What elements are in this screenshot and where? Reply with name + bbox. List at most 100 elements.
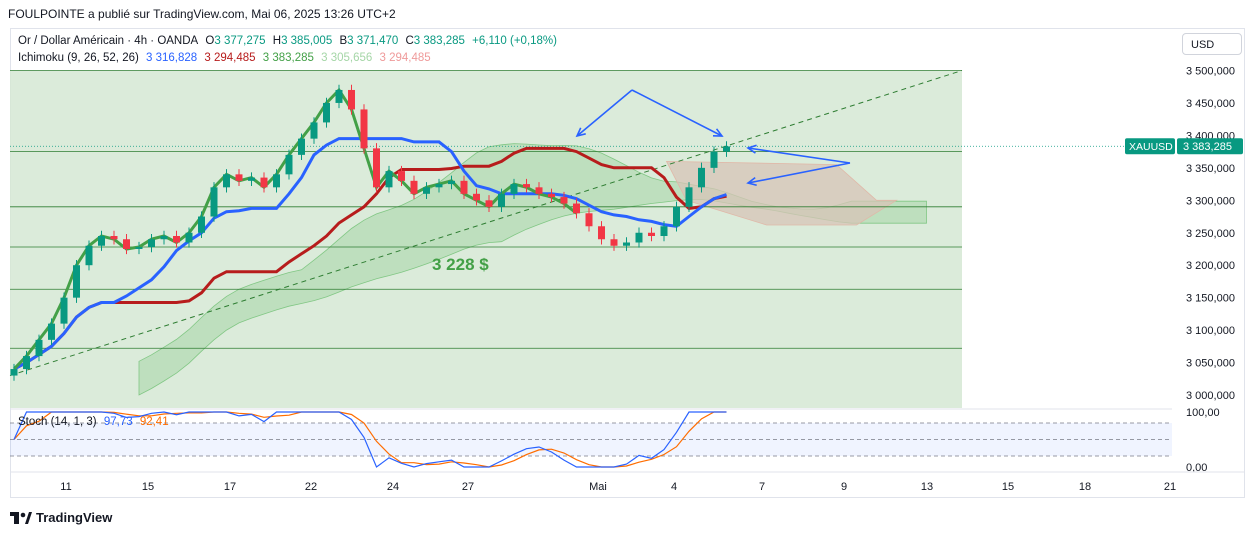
annotation-arrows [575, 89, 851, 187]
tv-logo-icon [10, 511, 32, 524]
symbol-tag [1125, 138, 1175, 155]
arrow-left-down [576, 89, 633, 137]
close-label: C [405, 35, 414, 47]
candle-body [360, 109, 368, 149]
candle-body [623, 242, 630, 246]
price-tick-label: 3 200,000 [1186, 260, 1235, 272]
time-tick-label: 24 [387, 481, 399, 493]
time-tick-label: 9 [841, 481, 847, 493]
candle-body [148, 239, 155, 248]
candle-body [548, 193, 555, 198]
candle-body [160, 236, 168, 240]
candle-body [385, 171, 393, 188]
stoch-d-value: 92,41 [139, 416, 169, 428]
candle-body [48, 323, 55, 340]
candle-body [410, 180, 418, 194]
chikou-value: 3 383,285 [262, 52, 314, 64]
candle-body [10, 369, 18, 376]
symbol-legend: Or / Dollar Américain · 4h · OANDA O3 37… [18, 35, 561, 47]
time-tick-label: 13 [921, 481, 933, 493]
tenkan-sen-line [13, 137, 727, 371]
time-tick-label: 15 [142, 481, 154, 493]
open-label: O [205, 35, 215, 47]
time-tick-label: Mai [589, 481, 607, 493]
time-tick-label: 18 [1079, 481, 1091, 493]
price-tick-label: 3 100,000 [1186, 325, 1235, 337]
publish-line: FOULPOINTE a publié sur TradingView.com,… [8, 7, 396, 21]
horizontal-levels [10, 70, 1172, 349]
price-tick-label: 3 150,000 [1186, 293, 1235, 305]
price-tick-label: 3 050,000 [1186, 358, 1235, 370]
price-tick-label: 3 300,000 [1186, 195, 1235, 207]
arrow-to-price [747, 147, 851, 164]
stoch-label: Stoch (14, 1, 3) [18, 416, 97, 428]
currency-button[interactable]: USD [1182, 33, 1242, 55]
future-kumo [665, 160, 898, 226]
chikou-span-line [12, 87, 578, 371]
candle-body [123, 239, 130, 249]
symbol-title[interactable]: Or / Dollar Américain · 4h · OANDA [18, 35, 199, 47]
time-tick-label: 15 [1002, 481, 1014, 493]
candle-body [423, 187, 430, 194]
time-tick-label: 4 [671, 481, 677, 493]
ichimoku-legend[interactable]: Ichimoku (9, 26, 52, 26) 3 316,828 3 294… [18, 52, 435, 64]
candle-body [135, 247, 143, 249]
price-annotation: 3 228 $ [432, 255, 489, 274]
price-tick-label: 3 500,000 [1186, 65, 1235, 77]
candle-body [660, 226, 668, 236]
candle-body [560, 197, 568, 204]
rising-trendline [9, 70, 963, 377]
candle-body [398, 171, 405, 181]
arrow-right-down [631, 89, 723, 137]
candle-body [198, 216, 205, 233]
candle-body [723, 146, 730, 152]
candle-body [473, 193, 480, 201]
last-price-tag [1177, 138, 1243, 155]
candle-body [110, 236, 118, 240]
open-value: 3 377,275 [214, 35, 266, 47]
candle-body [648, 232, 655, 236]
last-price-label: 3 383,285 [1183, 141, 1232, 153]
arrow-left-down-head [575, 127, 586, 138]
price-tick-label: 3 350,000 [1186, 163, 1235, 175]
symbol-tag-label: XAUUSD [1129, 141, 1173, 153]
candle-body [173, 236, 180, 243]
candle-body [685, 187, 693, 207]
change-value: +6,110 (+0,18%) [472, 35, 557, 47]
stoch-legend[interactable]: Stoch (14, 1, 3) 97,73 92,41 [18, 416, 173, 428]
candle-body [498, 193, 505, 207]
candle-body [435, 184, 443, 188]
stoch-tick-label: 100,00 [1186, 407, 1220, 419]
candle-body [535, 187, 543, 194]
tradingview-logo[interactable]: TradingView [10, 510, 112, 525]
candle-body [35, 339, 43, 357]
arrow-to-price-head [746, 144, 757, 154]
ichimoku-label: Ichimoku (9, 26, 52, 26) [18, 52, 139, 64]
candle-body [248, 177, 255, 181]
candle-body [85, 245, 93, 266]
candle-body [348, 89, 355, 110]
candle-body [373, 148, 380, 188]
candle-body [60, 297, 68, 324]
candle-body [310, 122, 318, 139]
candle-body [185, 232, 193, 243]
price-tick-label: 3 000,000 [1186, 390, 1235, 402]
time-axis: 11 15 17 22 24 27 Mai 4 7 9 13 15 18 21 [10, 471, 1245, 493]
candle-body [635, 232, 643, 243]
stoch-tick-label: 0,00 [1186, 462, 1207, 474]
candle-body [448, 180, 455, 185]
time-tick-label: 11 [60, 481, 71, 493]
candle-body [235, 174, 243, 181]
footer-brand: TradingView [36, 510, 113, 525]
candle-body [285, 154, 293, 175]
stoch-k-line [13, 411, 727, 468]
span-a-value: 3 305,656 [321, 52, 373, 64]
time-tick-label: 21 [1164, 481, 1176, 493]
stochastic-pane: 100,00 0,00 [10, 407, 1220, 474]
candle-body [598, 226, 605, 240]
candle-body [210, 187, 218, 217]
candles [10, 84, 730, 381]
candle-body [23, 356, 30, 370]
